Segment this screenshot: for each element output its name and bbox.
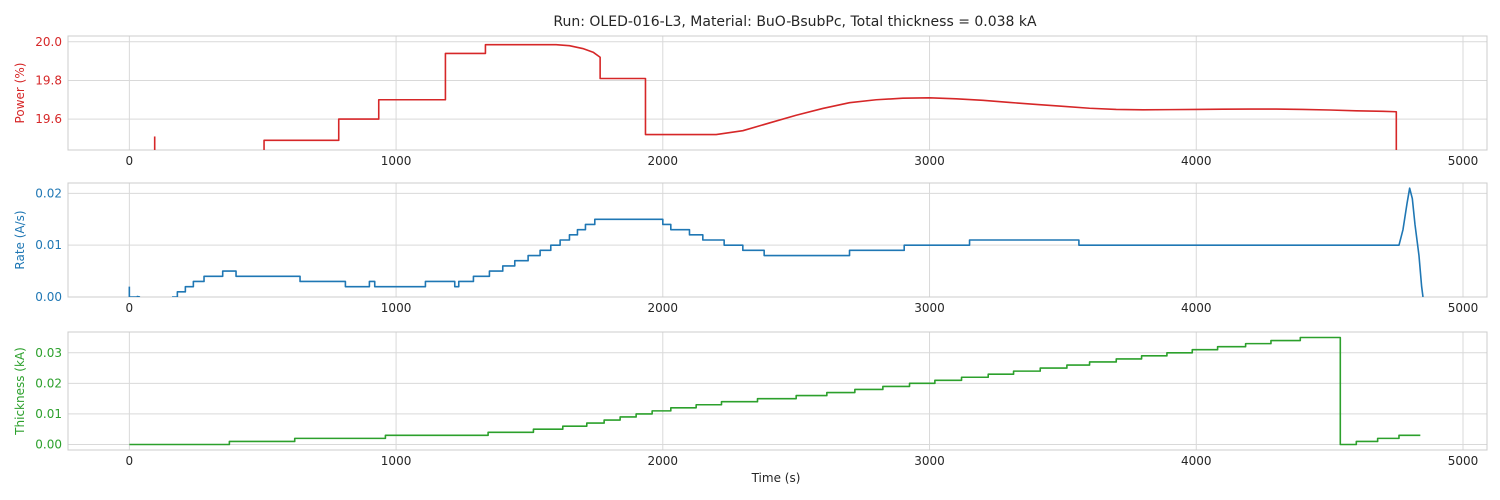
rate-x-tick-label: 0 xyxy=(126,301,134,315)
thickness-y-tick-label: 0.01 xyxy=(35,407,62,421)
thickness-x-tick-label: 2000 xyxy=(648,454,679,468)
rate-x-tick-label: 5000 xyxy=(1448,301,1479,315)
rate-x-tick-label: 2000 xyxy=(648,301,679,315)
power-series-line xyxy=(263,43,1398,150)
thickness-x-tick-label: 3000 xyxy=(914,454,945,468)
power-x-tick-label: 0 xyxy=(126,154,134,168)
thickness-y-tick-label: 0.02 xyxy=(35,376,62,390)
rate-series-line xyxy=(172,187,1424,297)
power-x-tick-label: 1000 xyxy=(381,154,412,168)
x-axis-label: Time (s) xyxy=(751,471,801,485)
thickness-series-line xyxy=(129,336,1421,446)
thickness-x-tick-label: 4000 xyxy=(1181,454,1212,468)
power-x-tick-label: 2000 xyxy=(648,154,679,168)
power-y-axis-label: Power (%) xyxy=(13,63,27,124)
power-x-tick-label: 4000 xyxy=(1181,154,1212,168)
thickness-plot-frame xyxy=(67,331,1488,451)
rate-y-tick-label: 0.01 xyxy=(35,238,62,252)
thickness-y-tick-label: 0.00 xyxy=(35,437,62,451)
thickness-x-tick-label: 1000 xyxy=(381,454,412,468)
rate-y-tick-label: 0.00 xyxy=(35,290,62,304)
rate-x-tick-label: 4000 xyxy=(1181,301,1212,315)
thickness-x-tick-label: 0 xyxy=(126,454,134,468)
power-y-tick-label: 19.8 xyxy=(35,73,62,87)
rate-subplot: 0 1000 2000 3000 4000 5000 0.00 0.01 0.02 Rate (A… xyxy=(13,182,1488,315)
rate-y-axis-label: Rate (A/s) xyxy=(13,210,27,269)
power-subplot: 0 1000 2000 3000 4000 5000 19.6 19.8 20.0 Power (… xyxy=(13,35,1488,168)
thickness-subplot: 0 1000 2000 3000 4000 5000 0.00 0.01 0.02 0.03 Thi… xyxy=(13,331,1488,468)
power-plot-frame xyxy=(67,35,1488,151)
rate-plot-frame xyxy=(67,182,1488,298)
thickness-y-tick-label: 0.03 xyxy=(35,346,62,360)
thickness-x-tick-label: 5000 xyxy=(1448,454,1479,468)
rate-x-tick-label: 1000 xyxy=(381,301,412,315)
power-x-tick-label: 3000 xyxy=(914,154,945,168)
rate-y-tick-label: 0.02 xyxy=(35,186,62,200)
rate-series-line xyxy=(128,286,141,297)
rate-x-tick-label: 3000 xyxy=(914,301,945,315)
power-x-tick-label: 5000 xyxy=(1448,154,1479,168)
figure-title: Run: OLED-016-L3, Material: BuO-BsubPc, … xyxy=(553,14,1037,30)
thickness-y-axis-label: Thickness (kA) xyxy=(13,347,27,436)
power-y-tick-label: 19.6 xyxy=(35,112,62,126)
power-y-tick-label: 20.0 xyxy=(35,35,62,49)
